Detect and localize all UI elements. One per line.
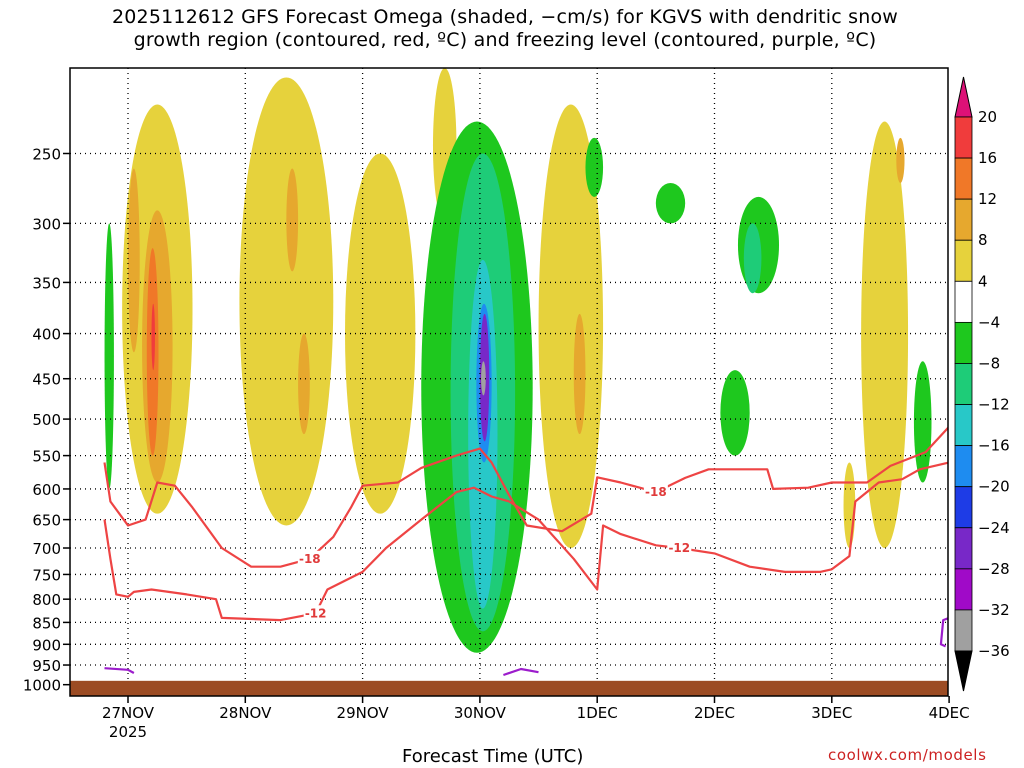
y-tick-label-450: 450 (32, 371, 61, 389)
y-tick-label-250: 250 (32, 145, 61, 163)
contour-line-1 (103, 426, 948, 568)
contour-label-bg-1-0 (297, 550, 322, 565)
colorbar-label-7: −12 (978, 396, 1010, 414)
y-tick-label-550: 550 (32, 448, 61, 466)
terrain (70, 680, 948, 696)
colorbar-band-3 (954, 239, 973, 282)
plot-frame (69, 67, 949, 697)
y-tick-label-650: 650 (32, 512, 61, 530)
omega-shade-24 (861, 121, 909, 549)
title-line-2: growth region (contoured, red, ºC) and f… (133, 29, 877, 51)
y-tick-label-350: 350 (32, 274, 61, 292)
x-tick-label-30NOV: 30NOV (454, 704, 507, 722)
colorbar-label-5: −4 (978, 313, 1000, 331)
contour-label-bg-0-1 (667, 540, 692, 555)
colorbar-label-2: 12 (978, 190, 997, 208)
colorbar-band-7 (954, 404, 973, 447)
colorbar-bottom-arrow (954, 650, 973, 692)
omega-shade-22 (743, 223, 762, 294)
y-tick-label-600: 600 (32, 481, 61, 499)
y-tick-label-500: 500 (32, 411, 61, 429)
x-axis-label: Forecast Time (UTC) (402, 746, 584, 767)
contour-line-0 (103, 461, 948, 622)
y-tick-label-700: 700 (32, 540, 61, 558)
omega-shade-17 (538, 104, 604, 549)
temperature-contours: -12 -12 -18 -18 (103, 426, 948, 677)
colorbar-label-11: −28 (978, 560, 1010, 578)
colorbar-label-13: −36 (978, 642, 1010, 660)
colorbar-label-6: −8 (978, 354, 1000, 372)
colorbar-band-12 (954, 609, 973, 652)
credit-link[interactable]: coolwx.com/models (828, 746, 987, 764)
omega-shade-27 (843, 462, 856, 549)
omega-shade-25 (896, 137, 905, 183)
omega-shade-1 (128, 168, 140, 353)
colorbar-band-0 (954, 116, 973, 159)
y-tick-label-750: 750 (32, 566, 61, 584)
y-tick-label-400: 400 (32, 326, 61, 344)
x-tick-label-1DEC: 1DEC (577, 704, 618, 722)
colorbar-band-9 (954, 486, 973, 529)
omega-shade-19 (585, 137, 604, 197)
contour-label-1-0: -18 (299, 552, 321, 566)
terrain-ground (70, 680, 948, 696)
y-tick-label-300: 300 (32, 215, 61, 233)
omega-shade-8 (298, 333, 310, 435)
colorbar-band-11 (954, 568, 973, 611)
colorbar-label-4: 4 (978, 272, 988, 290)
chart-title: 2025112612 GFS Forecast Omega (shaded, −… (0, 6, 1010, 52)
colorbar-band-10 (954, 527, 973, 570)
colorbar-label-10: −24 (978, 519, 1010, 537)
title-line-1: 2025112612 GFS Forecast Omega (shaded, −… (111, 6, 899, 28)
omega-shade-20 (655, 182, 686, 224)
contour-line-3 (503, 667, 539, 677)
colorbar-band-1 (954, 157, 973, 200)
colorbar-label-1: 16 (978, 149, 997, 167)
contour-line-2 (104, 667, 135, 674)
omega-shade-16 (481, 361, 486, 396)
y-tick-label-900: 900 (32, 636, 61, 654)
x-tick-label-4DEC: 4DEC (929, 704, 970, 722)
x-tick-label-28NOV: 28NOV (219, 704, 272, 722)
x-tick-label-29NOV: 29NOV (337, 704, 390, 722)
y-tick-label-950: 950 (32, 657, 61, 675)
colorbar-label-8: −16 (978, 437, 1010, 455)
colorbar-label-3: 8 (978, 231, 988, 249)
contour-label-0-1: -12 (668, 541, 690, 555)
x-tick-label-3DEC: 3DEC (811, 704, 852, 722)
colorbar-band-8 (954, 445, 973, 488)
x-tick-sublabel-27NOV: 2025 (109, 723, 147, 741)
contour-label-bg-1-1 (643, 484, 668, 499)
contour-label-bg-0-0 (303, 605, 328, 620)
colorbar-band-2 (954, 198, 973, 241)
x-tick-label-2DEC: 2DEC (694, 704, 735, 722)
colorbar-band-5 (954, 321, 973, 364)
colorbar: 20 16 12 8 4 −4 −8 −12 −16 −20 −24 −28 −32 −36 (954, 76, 1010, 692)
omega-shade-4 (151, 303, 155, 371)
colorbar-label-12: −32 (978, 601, 1010, 619)
contour-line-4 (939, 617, 948, 648)
y-tick-label-850: 850 (32, 614, 61, 632)
omega-shade-7 (286, 168, 299, 272)
omega-shade-23 (720, 370, 750, 456)
y-tick-label-800: 800 (32, 591, 61, 609)
omega-shade-5 (104, 223, 114, 489)
omega-shade-6 (239, 77, 334, 526)
x-tick-label-27NOV: 27NOV (102, 704, 155, 722)
contour-label-0-0: -12 (305, 606, 327, 620)
omega-shade-18 (573, 313, 586, 435)
colorbar-label-0: 20 (978, 108, 997, 126)
omega-shade-26 (913, 361, 932, 483)
colorbar-band-6 (954, 363, 973, 405)
colorbar-top-arrow (954, 76, 973, 118)
y-axis: 250 300 350 400 450 500 550 600 650 700 750 800 850 9… (23, 145, 70, 695)
colorbar-label-9: −20 (978, 478, 1010, 496)
colorbar-band-4 (954, 280, 973, 323)
contour-label-1-1: -18 (645, 485, 667, 499)
y-tick-label-1000: 1000 (23, 677, 61, 695)
